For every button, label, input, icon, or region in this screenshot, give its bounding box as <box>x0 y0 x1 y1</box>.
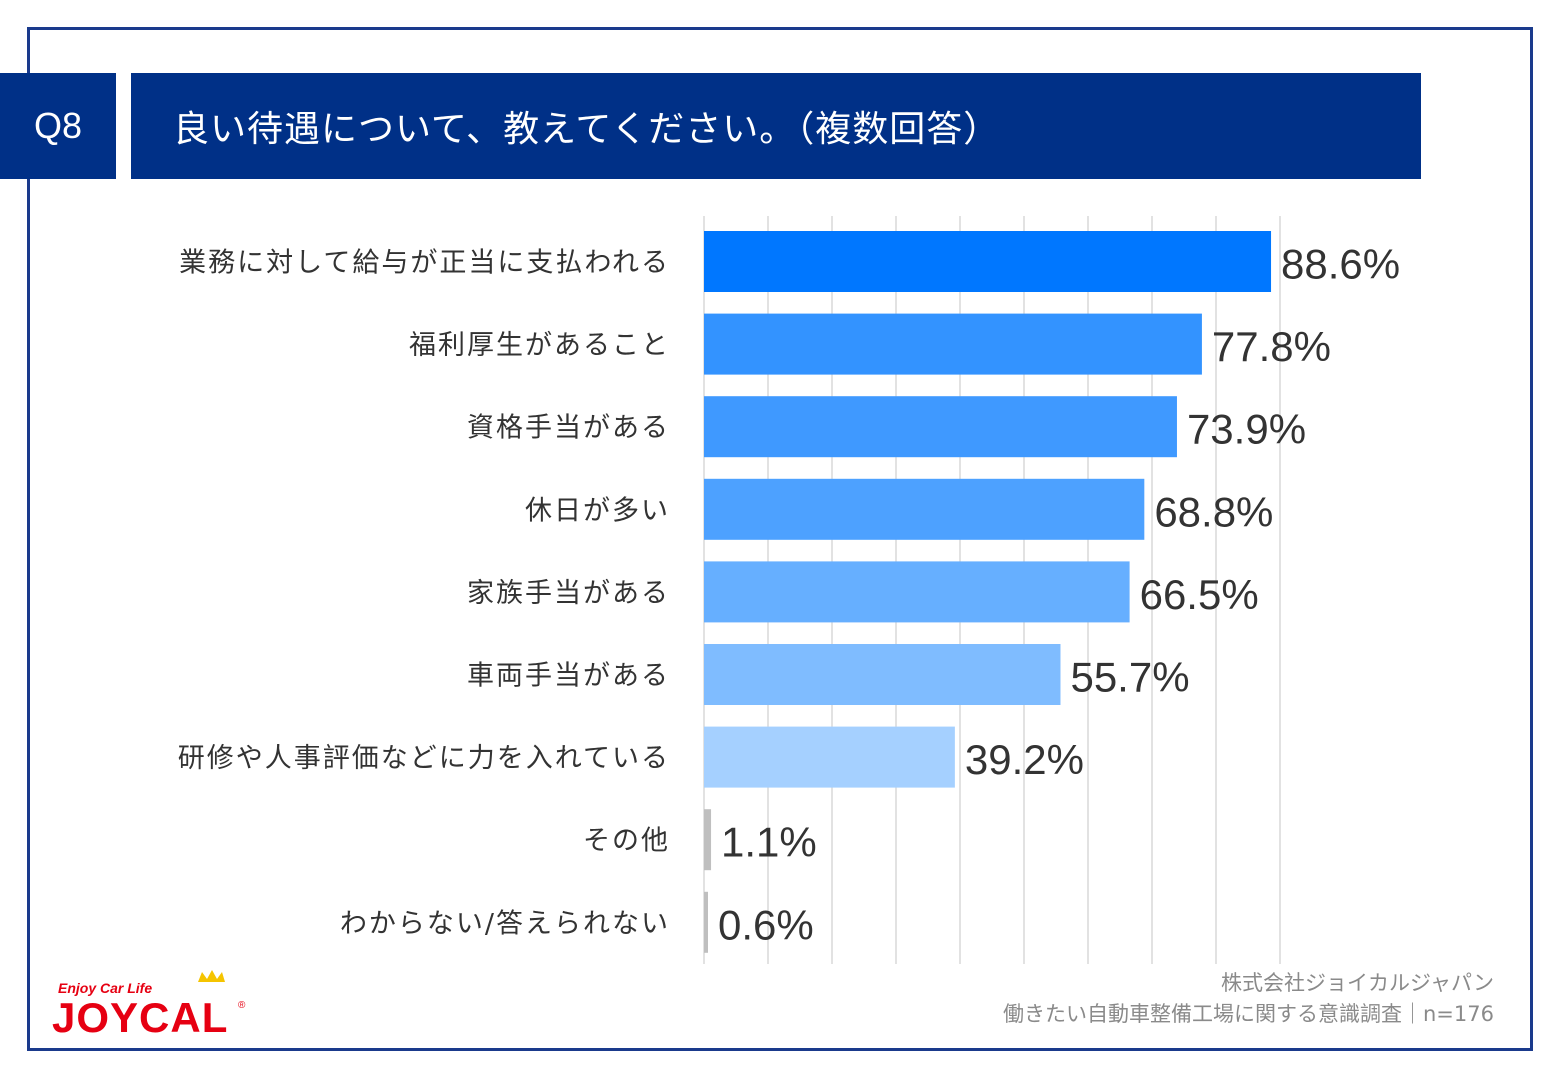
footer-company: 株式会社ジョイカルジャパン <box>1221 971 1494 995</box>
chart-title-text: 良い待遇について、教えてください。（複数回答） <box>173 109 1001 150</box>
chart-bars <box>704 231 1272 953</box>
value-label: 68.8% <box>1154 488 1273 535</box>
bar <box>704 313 1202 375</box>
category-label: 車両手当がある <box>467 661 670 692</box>
footer-credit: 株式会社ジョイカルジャパン 働きたい自動車整備工場に関する意識調査｜n=176 <box>1003 968 1494 1030</box>
value-label: 0.6% <box>718 901 814 948</box>
bar <box>704 561 1130 623</box>
bar <box>704 809 712 871</box>
chart-title: 良い待遇について、教えてください。（複数回答） <box>131 73 1421 179</box>
joycal-logo: Enjoy Car Life JOYCAL ® <box>52 970 246 1038</box>
footer-survey: 働きたい自動車整備工場に関する意識調査｜n=176 <box>1003 1002 1494 1026</box>
category-label: 資格手当がある <box>467 413 670 444</box>
value-label: 77.8% <box>1212 323 1331 370</box>
logo-brand: JOYCAL <box>52 994 228 1038</box>
value-label: 39.2% <box>965 736 1084 783</box>
logo-registered-mark: ® <box>238 1000 246 1011</box>
category-label: 休日が多い <box>525 495 670 526</box>
chart-value-labels: 88.6% 77.8% 73.9% 68.8% 66.5% 55.7% 39.2% 1.1% 0… <box>718 241 1400 949</box>
value-label: 66.5% <box>1140 571 1259 618</box>
value-label: 55.7% <box>1070 654 1189 701</box>
category-label: 研修や人事評価などに力を入れている <box>178 743 670 774</box>
chart-frame <box>27 27 1533 1051</box>
value-label: 73.9% <box>1187 406 1306 453</box>
value-label: 88.6% <box>1281 241 1400 288</box>
category-label: その他 <box>583 826 670 857</box>
chart-category-labels: 業務に対して給与が正当に支払われる福利厚生があること資格手当がある休日が多い家族… <box>178 248 670 940</box>
question-badge: Q8 <box>0 73 116 179</box>
bar <box>704 726 955 788</box>
logo-crown-icon <box>198 970 225 982</box>
value-label: 1.1% <box>721 819 817 866</box>
bar <box>704 478 1145 540</box>
category-label: 業務に対して給与が正当に支払われる <box>179 248 670 279</box>
bar <box>704 231 1272 292</box>
logo-tagline: Enjoy Car Life <box>58 980 152 996</box>
category-label: 家族手当がある <box>467 578 670 609</box>
bar <box>704 891 708 953</box>
category-label: わからない/答えられない <box>340 908 670 939</box>
category-label: 福利厚生があること <box>409 330 670 361</box>
bar <box>704 396 1177 458</box>
bar <box>704 644 1061 705</box>
